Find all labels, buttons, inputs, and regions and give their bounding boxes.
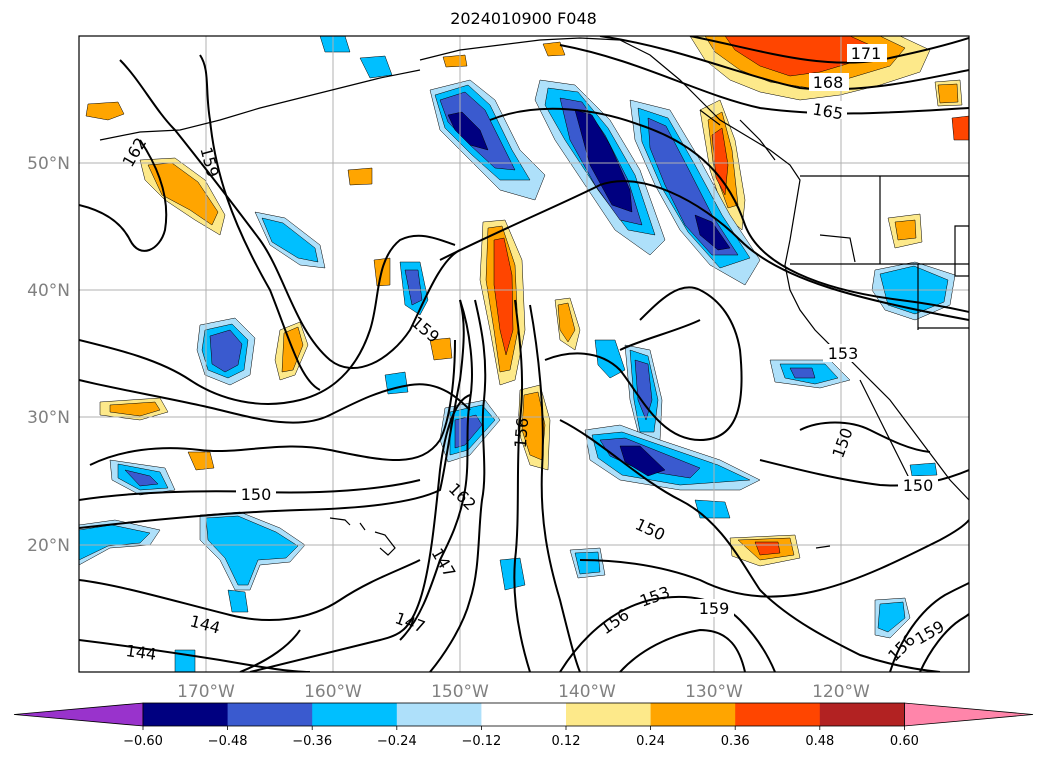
lon-label: 150°W	[431, 682, 489, 702]
colorbar-outline	[142, 702, 905, 727]
colorbar-segment	[819, 703, 905, 726]
lat-label: 30°N	[27, 408, 70, 428]
contour-label: 156	[511, 417, 533, 449]
colorbar-tick-label: 0.24	[636, 734, 665, 749]
colorbar-tick-label: 0.12	[552, 734, 581, 749]
contour-label: 168	[813, 73, 844, 92]
map-content: 171 168 165 162 159 159 153 150 150 150 …	[79, 36, 969, 672]
contour-label: 171	[851, 44, 882, 63]
colorbar-segment	[566, 703, 652, 726]
colorbar: −0.60 −0.48 −0.36 −0.24 −0.12 0.12 0.24 0.36 0.4…	[13, 702, 1034, 749]
contour-label: 159	[699, 599, 730, 618]
colorbar-tick-label: −0.36	[292, 734, 332, 749]
lon-label: 140°W	[558, 682, 616, 702]
colorbar-tick-label: 0.48	[805, 734, 834, 749]
lon-label: 120°W	[812, 682, 870, 702]
contour-label: 150	[241, 485, 272, 504]
colorbar-tick-label: 0.60	[890, 734, 919, 749]
shaded-field	[79, 36, 969, 672]
colorbar-segment	[312, 703, 398, 726]
colorbar-segment	[396, 703, 482, 726]
map-title: 2024010900 F048	[450, 9, 597, 28]
longitude-labels: 170°W 160°W 150°W 140°W 130°W 120°W	[177, 682, 870, 702]
lat-label: 20°N	[27, 536, 70, 556]
colorbar-segment	[481, 703, 567, 726]
contour-label: 150	[903, 476, 934, 495]
lon-label: 160°W	[304, 682, 362, 702]
colorbar-tick-label: 0.36	[721, 734, 750, 749]
colorbar-segment	[735, 703, 821, 726]
map-frame	[78, 35, 970, 673]
latitude-labels: 50°N 40°N 30°N 20°N	[27, 154, 70, 556]
colorbar-tick-label: −0.12	[461, 734, 501, 749]
colorbar-tick-label: −0.24	[377, 734, 417, 749]
lat-label: 50°N	[27, 154, 70, 174]
lon-label: 130°W	[685, 682, 743, 702]
colorbar-segment	[227, 703, 313, 726]
contour-label: 144	[125, 641, 158, 664]
colorbar-tick-label: −0.60	[123, 734, 163, 749]
coastlines	[99, 37, 969, 556]
colorbar-segment	[143, 703, 229, 726]
lat-label: 40°N	[27, 281, 70, 301]
colorbar-segment	[650, 703, 736, 726]
contour-label: 153	[828, 344, 859, 363]
colorbar-extend-high	[904, 702, 1034, 727]
colorbar-extend-low	[13, 702, 144, 727]
gridlines	[79, 36, 969, 672]
colorbar-tick-label: −0.48	[208, 734, 248, 749]
lon-label: 170°W	[177, 682, 235, 702]
